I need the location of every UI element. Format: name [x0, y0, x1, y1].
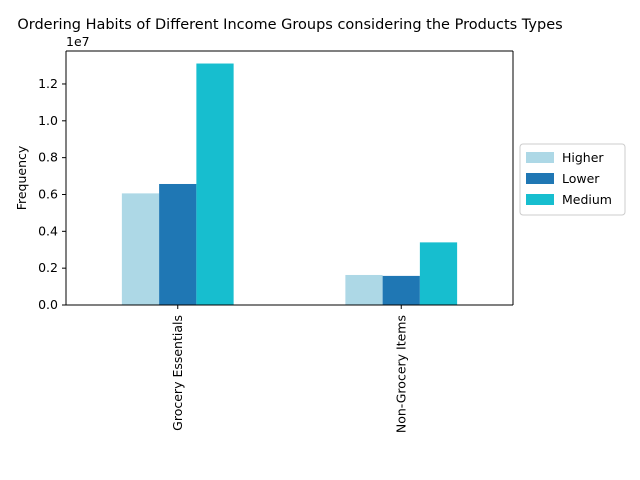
y-tick-label: 0.6 — [38, 186, 58, 201]
y-tick-label: 1.2 — [38, 76, 58, 91]
bar — [382, 275, 420, 305]
x-tick-label: Non-Grocery Items — [393, 315, 408, 433]
bar — [419, 242, 458, 305]
bar — [196, 63, 234, 305]
legend-swatch — [526, 194, 554, 205]
y-tick-label: 0.0 — [38, 297, 58, 312]
y-axis-offset-label: 1e7 — [66, 34, 90, 49]
chart-title: Ordering Habits of Different Income Grou… — [17, 17, 562, 33]
bar — [159, 183, 197, 305]
x-tick-label: Grocery Essentials — [170, 315, 185, 431]
y-tick-label: 1.0 — [38, 113, 58, 128]
legend-label: Lower — [562, 171, 600, 186]
bar — [345, 274, 383, 305]
y-tick-label: 0.4 — [38, 223, 58, 238]
y-tick-label: 0.2 — [38, 260, 58, 275]
legend: Higher Lower Medium — [519, 143, 626, 216]
legend-label: Higher — [562, 150, 604, 165]
y-tick-label: 0.8 — [38, 150, 58, 165]
legend-swatch — [526, 173, 554, 184]
plot-area: 0.0 0.2 0.4 0.6 0.8 1.0 1.2 Grocery Essentials N… — [38, 50, 514, 433]
legend-label: Medium — [562, 192, 612, 207]
y-axis-label: Frequency — [14, 145, 29, 210]
bar — [121, 193, 160, 305]
legend-swatch — [526, 152, 554, 163]
